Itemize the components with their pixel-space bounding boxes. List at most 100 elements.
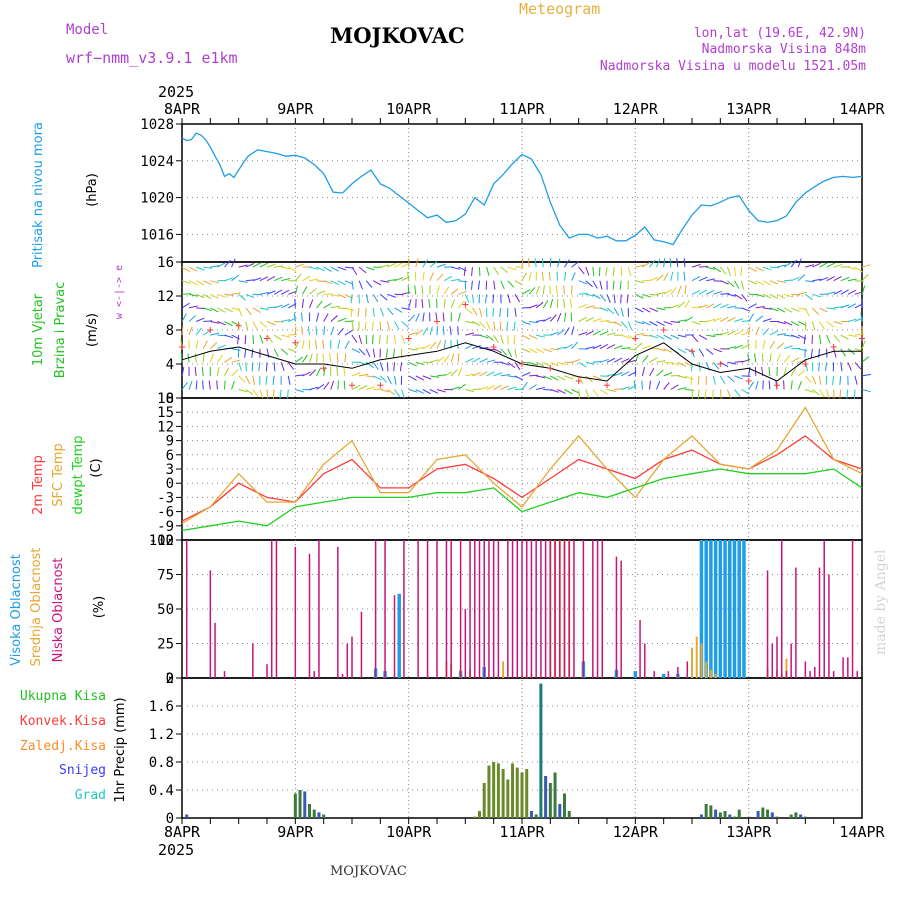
wind-arrow [755, 315, 764, 322]
wind-arrow [833, 321, 843, 325]
cloud-low-bar [384, 540, 386, 678]
wind-arrow [457, 367, 463, 377]
wind-arrow [776, 307, 786, 313]
wind-arrow [626, 294, 629, 304]
wind-arrow [706, 334, 716, 338]
wind-arrow [288, 290, 297, 295]
model-elevation-text: Nadmorska Visina u modelu 1521.05m [600, 59, 866, 74]
wind-arrow [465, 357, 474, 363]
wind-arrow [713, 317, 722, 322]
wind-arrow [811, 375, 817, 385]
wind-arrow [181, 326, 184, 336]
cloud-low-bar [341, 673, 344, 678]
y-tick-label: 16 [157, 255, 174, 271]
wind-arrow [819, 375, 822, 385]
wind-arrow [309, 299, 314, 309]
wind-arrow [578, 316, 587, 322]
wind-arrow [500, 374, 510, 377]
wind-arrow [301, 326, 303, 336]
wind-arrow [393, 348, 395, 358]
wind-arrow [847, 318, 857, 322]
wind-arrow [181, 382, 188, 390]
precip-bar [293, 793, 297, 818]
wind-arrow [635, 332, 645, 336]
wind-arrow [436, 263, 446, 268]
cloud-high-bar [633, 671, 638, 678]
wind-arrow [521, 272, 527, 281]
wind-arrow [861, 264, 871, 268]
wind-arrow [231, 274, 239, 282]
cloud-low-bar [318, 540, 320, 678]
wind-arrow [507, 280, 515, 288]
wind-arrow [784, 334, 794, 337]
wind-arrow [606, 357, 616, 363]
wind-arrow [556, 313, 562, 322]
wind-arrow [266, 275, 276, 282]
precip-bar [317, 812, 321, 818]
wind-arrow [642, 321, 651, 326]
wind-arrow [599, 330, 609, 336]
wind-arrow [217, 293, 227, 298]
wind-arrow [401, 262, 410, 268]
wind-arrow [670, 287, 677, 295]
wind-arrow [606, 332, 616, 336]
wind-arrow [790, 367, 797, 377]
wind-arrow [224, 293, 234, 297]
wind-arrow [755, 306, 765, 309]
wind-arrow [621, 347, 631, 350]
wind-arrow [642, 345, 652, 350]
cloud-high-bar [732, 540, 737, 678]
wind-arrow [323, 326, 326, 336]
wind-arrow [839, 389, 842, 399]
wind-arrow [635, 293, 644, 299]
wind-arrow [216, 380, 218, 390]
wind-arrow [684, 389, 694, 391]
gust-marker [830, 344, 837, 350]
wind-arrow [521, 348, 531, 353]
wind-arrow [599, 375, 609, 377]
wind-arrow [359, 373, 369, 377]
cloud-mid-bar [695, 636, 698, 678]
wind-arrow [613, 345, 623, 350]
cloud-low-bar [596, 540, 599, 678]
wind-arrow [727, 330, 736, 336]
wind-arrow [513, 335, 516, 345]
wind-arrow [203, 307, 212, 312]
wind-arrow [642, 261, 651, 268]
wind-arrow [535, 361, 545, 367]
wind-arrow [238, 389, 248, 393]
wind-arrow [599, 343, 609, 350]
wind-arrow [656, 258, 661, 268]
wind-arrow [621, 334, 630, 339]
year-label-top: 2025 [158, 83, 194, 101]
wind-arrow [408, 361, 418, 367]
wind-arrow [514, 362, 521, 371]
gust-marker [434, 318, 440, 325]
wind-arrow [635, 321, 645, 325]
wind-arrow [429, 389, 439, 394]
wind-arrow [656, 380, 661, 390]
wind-arrow [394, 277, 404, 282]
wind-arrow [259, 276, 269, 282]
precip-bar [487, 765, 491, 818]
wind-arrow [734, 293, 743, 300]
wind-arrow [548, 271, 551, 281]
cloud-low-bar [847, 657, 849, 678]
wind-arrow [564, 271, 567, 281]
wind-arrow [698, 304, 708, 309]
wind-arrow [720, 303, 729, 309]
wind-arrow [231, 292, 241, 295]
wind-arrow [422, 271, 425, 281]
wind-arrow [684, 299, 690, 309]
cloud-mid-bar [714, 673, 717, 678]
wind-arrow [535, 348, 545, 354]
wind-arrow [826, 291, 836, 295]
wind-arrow [719, 389, 722, 399]
cloud-low-bar [771, 643, 774, 678]
wind-arrow [699, 265, 709, 268]
wind-arrow [429, 326, 433, 336]
wind-arrow [415, 329, 424, 336]
wind-arrow [720, 316, 729, 322]
wind-arrow [563, 285, 565, 295]
y-tick-label: 15 [157, 405, 174, 421]
